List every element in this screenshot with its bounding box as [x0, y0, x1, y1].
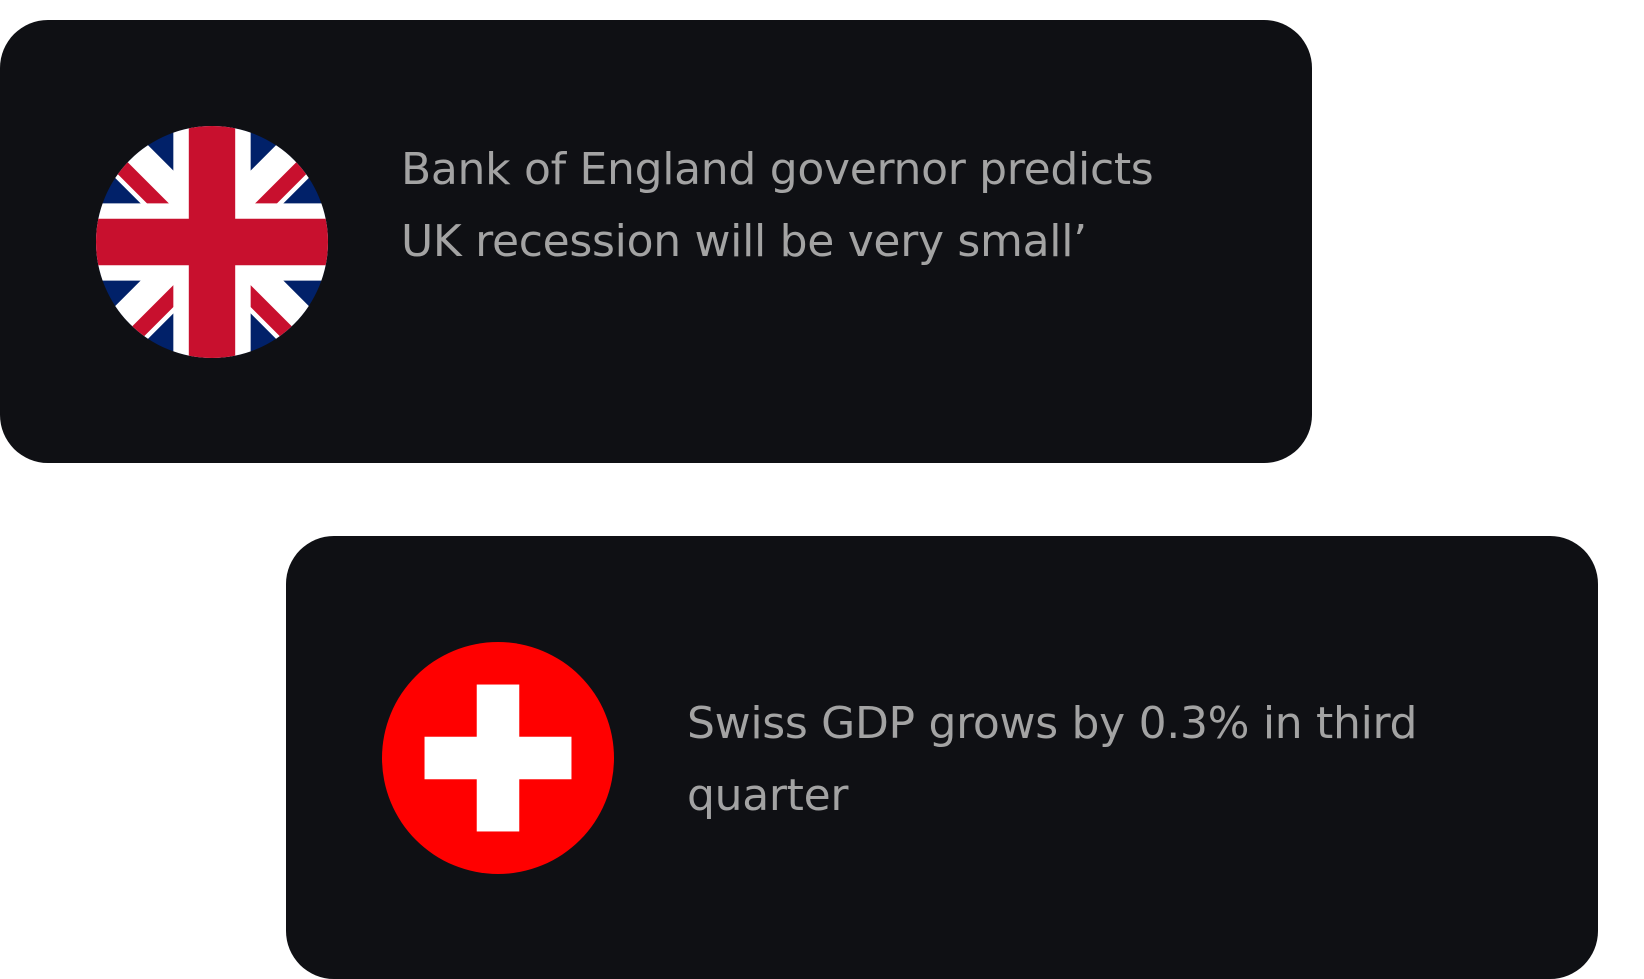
- news-headline[interactable]: Swiss GDP grows by 0.3% in third quarter: [687, 698, 1418, 821]
- swiss-flag-icon: [382, 642, 614, 874]
- uk-flag-icon: [96, 126, 328, 358]
- news-card-uk[interactable]: Bank of England governor predicts UK rec…: [0, 20, 1312, 463]
- news-headline[interactable]: Bank of England governor predicts UK rec…: [401, 144, 1154, 267]
- news-card-swiss[interactable]: Swiss GDP grows by 0.3% in third quarter: [286, 536, 1598, 979]
